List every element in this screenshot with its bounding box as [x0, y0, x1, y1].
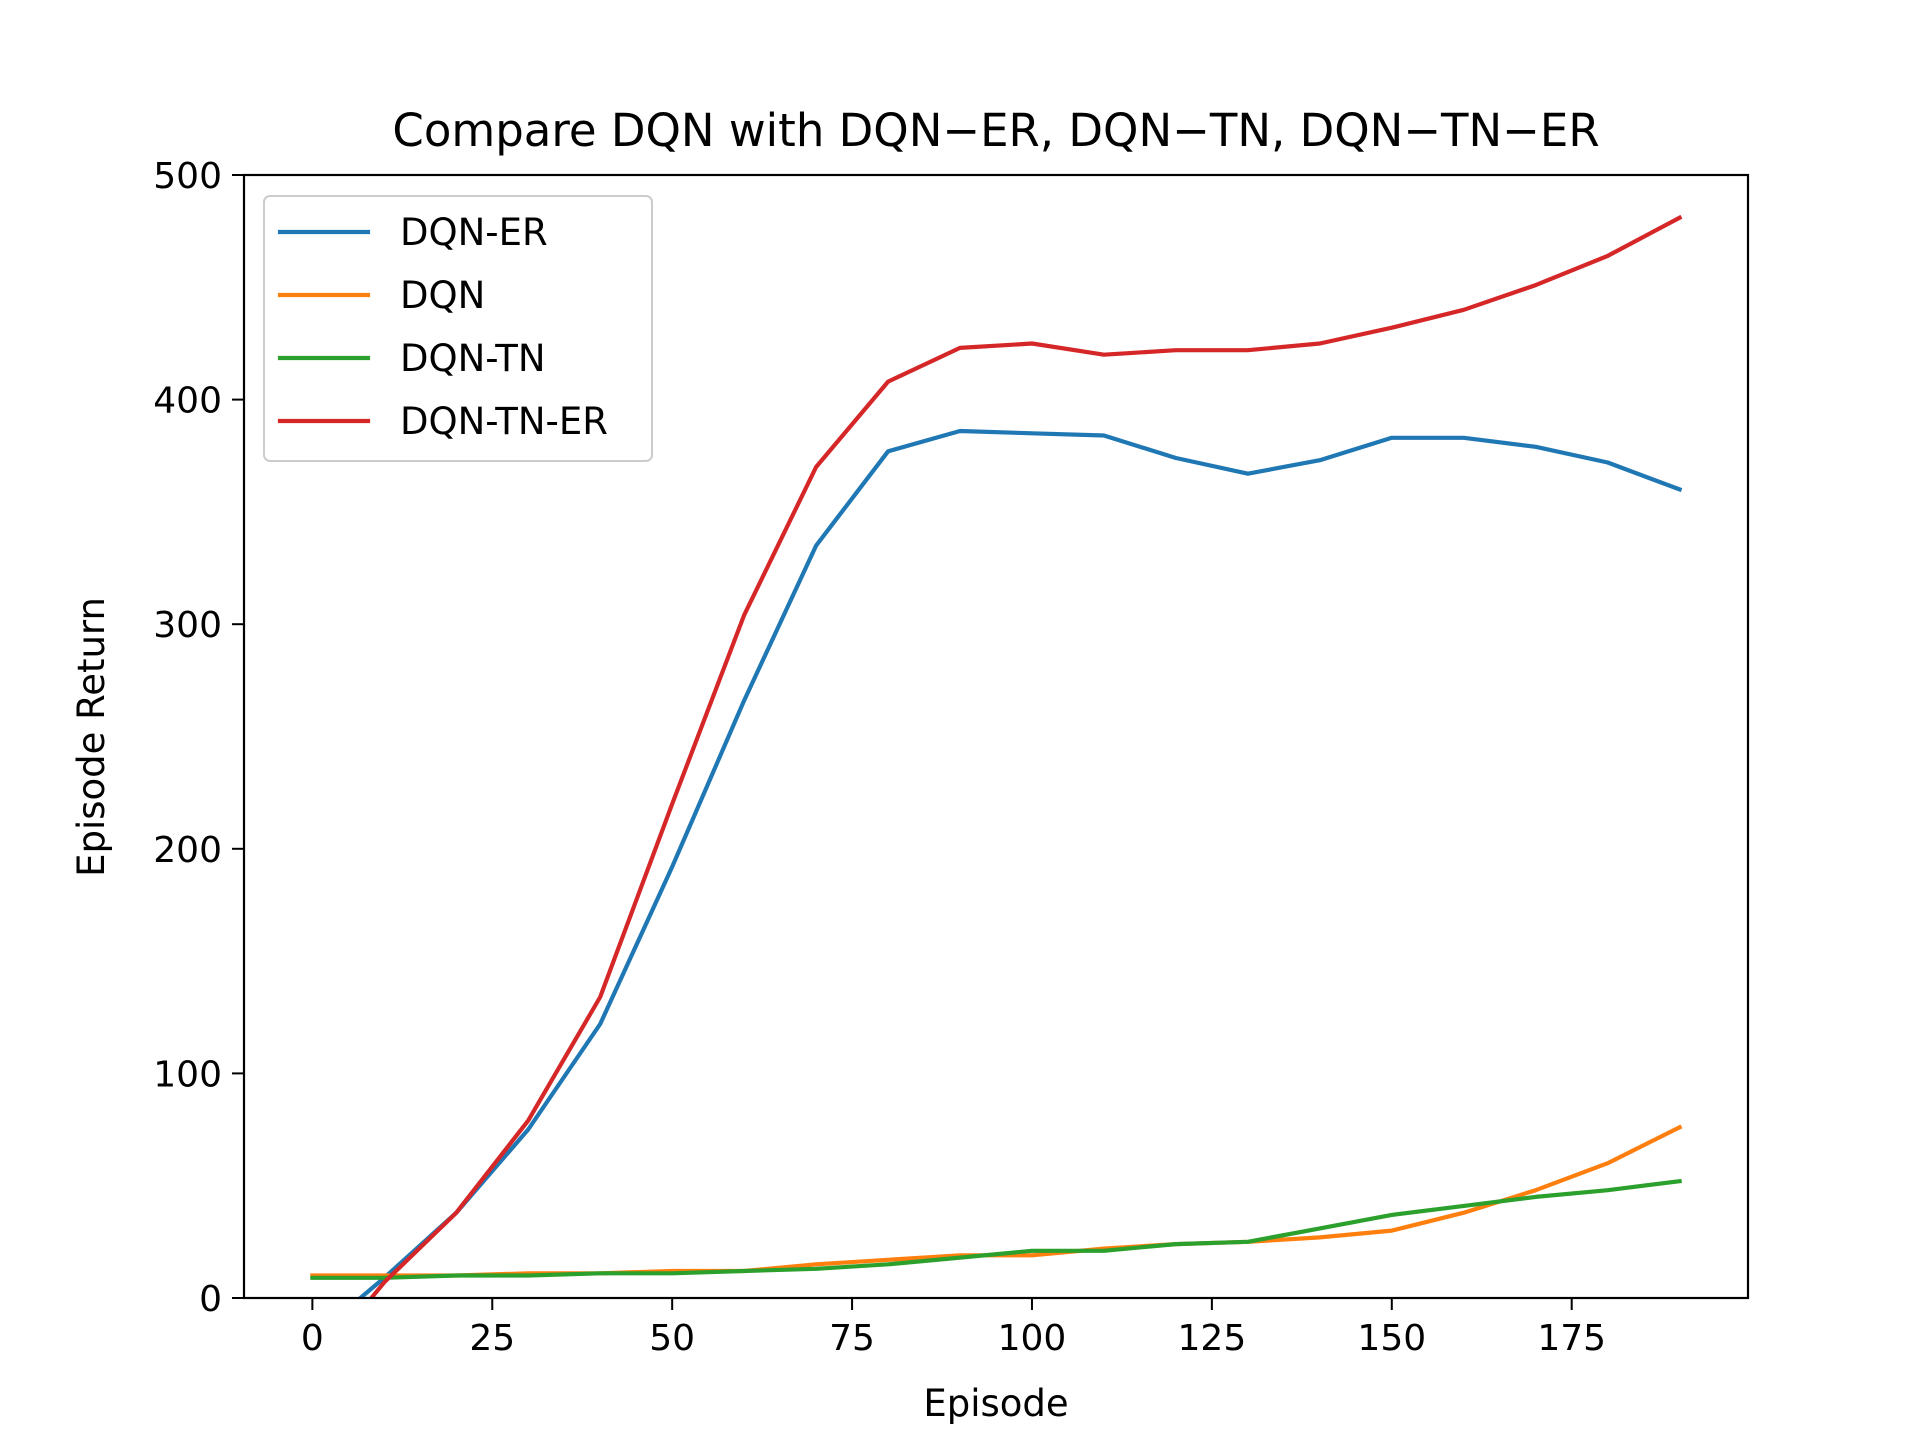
- x-axis: 0 25 50 75 100 125 150 175: [301, 1298, 1606, 1359]
- legend-label-dqn-er: DQN-ER: [400, 211, 548, 254]
- y-tick-label: 200: [153, 830, 222, 871]
- x-tick-label: 25: [469, 1318, 515, 1359]
- plot-area-frame: [242, 173, 1750, 1300]
- y-tick-label: 500: [153, 156, 222, 197]
- x-tick-label: 100: [998, 1318, 1067, 1359]
- x-tick-label: 0: [301, 1318, 324, 1359]
- y-tick-label: 400: [153, 381, 222, 422]
- y-axis: 0 100 200 300 400 500: [153, 156, 244, 1320]
- legend-label-dqn: DQN: [400, 274, 485, 317]
- x-tick-label: 150: [1357, 1318, 1426, 1359]
- x-tick-label: 50: [649, 1318, 695, 1359]
- x-tick-label: 125: [1178, 1318, 1247, 1359]
- series-line-dqn-tn: [310, 1178, 1682, 1280]
- x-tick-label: 75: [829, 1318, 875, 1359]
- x-tick-label: 175: [1537, 1318, 1606, 1359]
- chart-title: Compare DQN with DQN−ER, DQN−TN, DQN−TN−…: [392, 104, 1599, 157]
- legend-box: [263, 195, 653, 462]
- series-layer: [310, 214, 1683, 1298]
- legend: DQN-ER DQN DQN-TN DQN-TN-ER: [263, 195, 653, 462]
- y-tick-label: 100: [153, 1054, 222, 1095]
- series-line-dqn-tn-er: [368, 214, 1683, 1298]
- y-axis-title: Episode Return: [70, 597, 113, 877]
- legend-label-dqn-tn-er: DQN-TN-ER: [400, 400, 608, 443]
- x-axis-title: Episode: [923, 1382, 1068, 1425]
- series-line-dqn-er: [357, 428, 1683, 1298]
- y-tick-label: 0: [199, 1279, 222, 1320]
- y-tick-label: 300: [153, 605, 222, 646]
- legend-label-dqn-tn: DQN-TN: [400, 337, 546, 380]
